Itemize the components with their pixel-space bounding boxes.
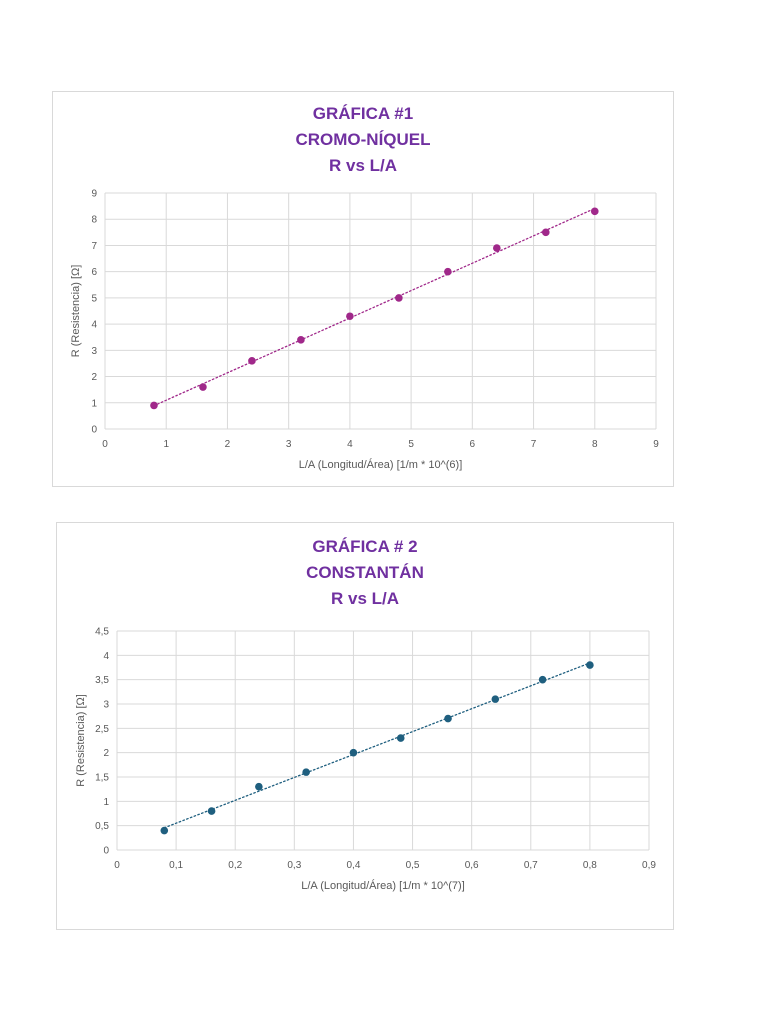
x-tick-label: 0,1 (169, 860, 183, 871)
x-tick-label: 3 (286, 439, 292, 450)
data-point (444, 714, 452, 723)
data-point (160, 826, 169, 835)
x-tick-label: 0,5 (406, 860, 420, 871)
scatter-plot-1: 0 1 2 3 4 5 6 7 8 9 0 1 2 3 4 5 6 7 8 9 L/A (Longitud/Área) … (70, 189, 659, 472)
y-tick-label: 1,5 (95, 773, 109, 784)
y-tick-label: 0 (91, 425, 97, 436)
x-tick-label: 0 (102, 439, 108, 450)
x-tick-label: 0,4 (346, 860, 360, 871)
y-tick-label: 0 (103, 846, 109, 857)
data-point (586, 661, 594, 669)
x-axis-title: L/A (Longitud/Área) [1/m * 10^(7)] (301, 879, 465, 892)
x-tick-label: 7 (531, 439, 537, 450)
chart-1-container: GRÁFICA #1 CROMO-NÍQUEL R vs L/A 0 1 2 3 4 5 6… (52, 91, 674, 487)
x-tick-label: 6 (470, 439, 476, 450)
data-point (590, 207, 599, 216)
y-tick-label: 4 (91, 320, 97, 331)
x-tick-label: 0 (114, 860, 120, 871)
x-tick-label: 0,3 (287, 860, 301, 871)
y-tick-label: 3,5 (95, 675, 109, 686)
x-tick-label: 0,8 (583, 860, 597, 871)
y-axis-title: R (Resistencia) [Ω] (70, 265, 82, 358)
data-point (199, 383, 207, 391)
y-tick-label: 4,5 (95, 627, 109, 638)
data-point (297, 336, 305, 344)
y-tick-label: 6 (91, 267, 97, 278)
data-point (444, 267, 452, 276)
data-point (248, 357, 256, 365)
chart-title-line-1: GRÁFICA #1 (312, 104, 414, 123)
chart-2-container: GRÁFICA # 2 CONSTANTÁN R vs L/A 0 0,5 1 1,5… (56, 522, 674, 930)
x-tick-label: 9 (653, 439, 659, 450)
x-tick-label: 0,7 (524, 860, 538, 871)
scatter-plot-2: 0 0,5 1 1,5 2 2,5 3 3,5 4 4,5 0 0,1 0,2 0,3 0,4 0,5 0,6 0… (75, 627, 656, 893)
data-point (349, 748, 358, 757)
x-tick-label: 0,2 (228, 860, 242, 871)
y-tick-label: 8 (91, 215, 97, 226)
x-tick-label: 8 (592, 439, 598, 450)
chart-title-line-3: R vs L/A (330, 589, 400, 608)
y-tick-label: 3 (91, 346, 97, 357)
data-point (346, 312, 354, 321)
x-tick-label: 5 (408, 439, 414, 450)
data-point (207, 807, 216, 815)
y-axis-title: R (Resistencia) [Ω] (75, 694, 87, 787)
data-point (542, 228, 550, 237)
y-tick-label: 2 (91, 372, 97, 383)
y-tick-label: 1 (91, 398, 97, 409)
y-tick-label: 3 (103, 700, 109, 711)
trendline (153, 207, 596, 407)
chart-title-line-2: CROMO-NÍQUEL (295, 130, 431, 149)
chart-title-line-3: R vs L/A (328, 156, 398, 175)
y-tick-label: 2 (103, 748, 109, 759)
data-point (491, 695, 500, 703)
y-tick-label: 7 (91, 241, 97, 252)
chart-title-line-2: CONSTANTÁN (306, 563, 424, 582)
trendline (163, 662, 591, 829)
x-tick-label: 1 (163, 439, 169, 450)
x-tick-label: 0,6 (465, 860, 479, 871)
x-axis-title: L/A (Longitud/Área) [1/m * 10^(6)] (299, 458, 463, 471)
x-tick-label: 4 (347, 439, 353, 450)
y-tick-label: 5 (91, 293, 97, 304)
data-point (150, 401, 158, 410)
data-point (493, 244, 501, 252)
data-point (396, 734, 405, 742)
data-point (395, 294, 403, 302)
x-tick-label: 0,9 (642, 860, 656, 871)
data-point (302, 768, 310, 776)
y-tick-label: 0,5 (95, 821, 109, 832)
y-tick-label: 2,5 (95, 724, 109, 735)
data-point (538, 675, 547, 684)
data-point (255, 782, 263, 791)
y-tick-label: 1 (103, 797, 109, 808)
chart-title-line-1: GRÁFICA # 2 (312, 537, 418, 556)
x-tick-label: 2 (225, 439, 231, 450)
y-tick-label: 9 (91, 189, 97, 200)
y-tick-label: 4 (103, 651, 109, 662)
